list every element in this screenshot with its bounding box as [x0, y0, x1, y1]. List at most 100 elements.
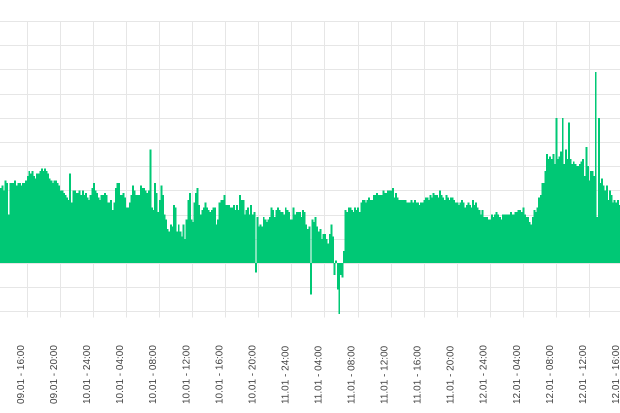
bar[interactable]: [259, 224, 262, 263]
bar[interactable]: [64, 195, 67, 263]
bar[interactable]: [607, 200, 610, 263]
bar[interactable]: [512, 214, 515, 263]
bar[interactable]: [468, 204, 471, 263]
bar[interactable]: [269, 217, 272, 263]
bar[interactable]: [327, 243, 330, 263]
bar[interactable]: [407, 202, 410, 264]
bar[interactable]: [501, 214, 504, 263]
bar[interactable]: [165, 219, 168, 263]
bar[interactable]: [173, 204, 176, 263]
bar[interactable]: [465, 204, 468, 263]
bar[interactable]: [413, 200, 416, 263]
bar[interactable]: [127, 207, 130, 263]
bar[interactable]: [177, 224, 180, 263]
bar[interactable]: [536, 207, 539, 263]
bar[interactable]: [280, 212, 283, 263]
bar[interactable]: [306, 229, 309, 263]
bar[interactable]: [535, 212, 537, 263]
bar[interactable]: [45, 171, 48, 263]
bar[interactable]: [55, 180, 57, 263]
bar[interactable]: [317, 231, 320, 263]
bar[interactable]: [195, 192, 198, 263]
bar[interactable]: [588, 180, 591, 263]
bar[interactable]: [409, 202, 412, 264]
bar[interactable]: [25, 180, 28, 263]
bar[interactable]: [242, 200, 245, 263]
bar[interactable]: [130, 195, 133, 263]
bar[interactable]: [401, 200, 404, 263]
bar[interactable]: [324, 233, 327, 263]
bar[interactable]: [228, 204, 231, 263]
bar[interactable]: [220, 200, 223, 263]
bar[interactable]: [247, 207, 249, 263]
bar[interactable]: [160, 185, 163, 263]
bar[interactable]: [42, 171, 45, 263]
bar[interactable]: [561, 117, 564, 263]
bar[interactable]: [574, 163, 577, 263]
bar[interactable]: [508, 214, 511, 263]
bar[interactable]: [586, 166, 589, 263]
bar[interactable]: [363, 200, 366, 263]
bar[interactable]: [196, 187, 199, 263]
bar[interactable]: [133, 190, 136, 263]
bar[interactable]: [549, 156, 552, 263]
bar[interactable]: [544, 171, 547, 263]
bar[interactable]: [258, 226, 260, 263]
bar[interactable]: [69, 173, 72, 263]
bar[interactable]: [124, 197, 127, 263]
bar[interactable]: [612, 202, 615, 264]
bar[interactable]: [428, 200, 430, 263]
bar[interactable]: [214, 207, 216, 263]
bar[interactable]: [251, 214, 254, 263]
bar[interactable]: [558, 156, 561, 263]
bar[interactable]: [1, 185, 4, 263]
bar[interactable]: [349, 207, 352, 263]
bar[interactable]: [295, 212, 298, 263]
bar[interactable]: [494, 214, 497, 263]
bar[interactable]: [439, 190, 441, 263]
bar[interactable]: [555, 117, 558, 263]
bar[interactable]: [166, 229, 169, 263]
bar[interactable]: [81, 190, 84, 263]
bar[interactable]: [525, 217, 528, 263]
bar[interactable]: [157, 212, 160, 263]
bar[interactable]: [190, 219, 193, 263]
bar[interactable]: [40, 168, 43, 263]
bar[interactable]: [402, 200, 405, 263]
bar[interactable]: [240, 200, 243, 263]
bar[interactable]: [303, 212, 306, 263]
bar[interactable]: [429, 195, 432, 263]
bar[interactable]: [533, 209, 536, 263]
bar[interactable]: [179, 231, 182, 263]
bar[interactable]: [547, 158, 550, 263]
bar[interactable]: [390, 190, 393, 263]
bar[interactable]: [325, 238, 328, 263]
bar[interactable]: [116, 183, 119, 263]
bar[interactable]: [80, 195, 83, 263]
bar[interactable]: [210, 209, 213, 263]
bar[interactable]: [597, 117, 600, 263]
bar[interactable]: [451, 197, 454, 263]
bar[interactable]: [405, 202, 408, 264]
bar[interactable]: [287, 212, 290, 263]
bar[interactable]: [187, 200, 190, 263]
bar[interactable]: [542, 183, 545, 263]
bar[interactable]: [475, 202, 478, 264]
bar[interactable]: [15, 185, 18, 263]
bar[interactable]: [393, 197, 396, 263]
bar[interactable]: [149, 149, 152, 263]
bar[interactable]: [234, 209, 237, 263]
bar[interactable]: [77, 192, 80, 263]
bar[interactable]: [314, 217, 317, 263]
bar[interactable]: [298, 212, 301, 263]
bar[interactable]: [368, 197, 371, 263]
bar[interactable]: [350, 209, 353, 263]
bar[interactable]: [394, 192, 397, 263]
bar[interactable]: [107, 202, 109, 264]
bar[interactable]: [229, 207, 232, 263]
bar[interactable]: [487, 219, 490, 263]
bar[interactable]: [383, 192, 386, 263]
bar[interactable]: [50, 180, 53, 263]
bar[interactable]: [387, 190, 390, 263]
bar[interactable]: [62, 192, 65, 263]
